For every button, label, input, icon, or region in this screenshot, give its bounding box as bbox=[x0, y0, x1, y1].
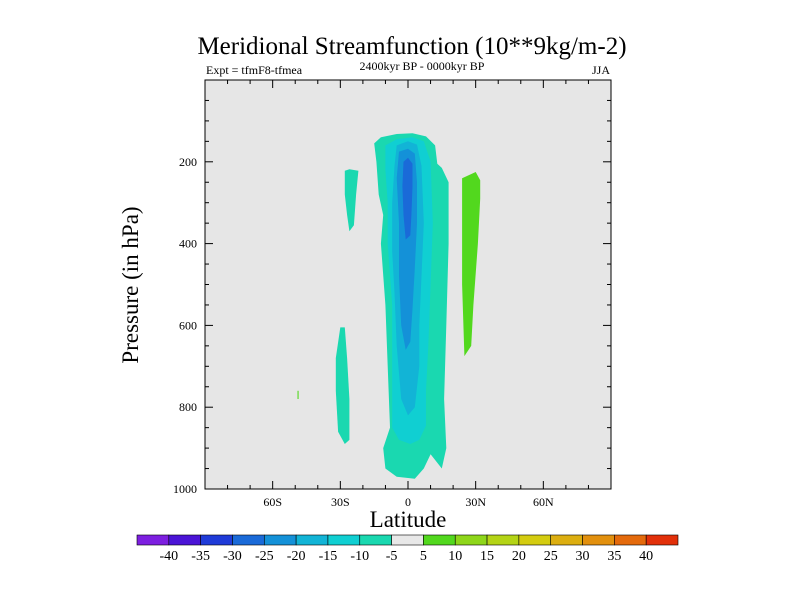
colorbar-swatch bbox=[454, 534, 488, 546]
y-axis-label: Pressure (in hPa) bbox=[118, 206, 143, 363]
colorbar-label: 40 bbox=[639, 549, 653, 564]
y-tick-label: 600 bbox=[179, 318, 197, 332]
x-tick-label: 30S bbox=[331, 495, 350, 509]
colorbar-label: 10 bbox=[448, 549, 462, 564]
colorbar-swatch bbox=[200, 534, 233, 546]
contour-region-6 bbox=[335, 327, 350, 444]
colorbar-label: -35 bbox=[191, 549, 210, 564]
colorbar-label: -30 bbox=[223, 549, 242, 564]
colorbar-label: -10 bbox=[350, 549, 369, 564]
contour-region-4 bbox=[402, 157, 413, 240]
colorbar-label: 15 bbox=[480, 549, 494, 564]
colorbar-swatch bbox=[263, 534, 297, 546]
x-tick-label: 30N bbox=[465, 495, 486, 509]
y-tick-label: 1000 bbox=[173, 482, 197, 496]
colorbar-label: 25 bbox=[544, 549, 558, 564]
colorbar-label: 20 bbox=[512, 549, 526, 564]
colorbar-swatch bbox=[391, 534, 424, 546]
y-tick-label: 800 bbox=[179, 400, 197, 414]
colorbar-swatch bbox=[168, 534, 201, 546]
colorbar-swatch bbox=[423, 534, 456, 546]
colorbar-label: 35 bbox=[607, 549, 621, 564]
x-tick-label: 60S bbox=[263, 495, 282, 509]
axis-ticks: 60S 30S 0 30N 60N 200 400 600 800 1000 bbox=[173, 80, 611, 509]
colorbar-swatch bbox=[582, 534, 615, 546]
chart-title: Meridional Streamfunction (10**9kg/m-2) bbox=[197, 33, 626, 60]
contour-region-7 bbox=[462, 172, 481, 357]
colorbar-label: 30 bbox=[576, 549, 590, 564]
contour-regions bbox=[297, 133, 481, 479]
x-tick-label: 0 bbox=[405, 495, 411, 509]
colorbar-swatch bbox=[136, 534, 170, 546]
y-tick-label: 200 bbox=[179, 155, 197, 169]
y-tick-label: 400 bbox=[179, 237, 197, 251]
colorbar-swatch bbox=[295, 534, 329, 546]
period-label: 2400kyr BP - 0000kyr BP bbox=[360, 59, 485, 73]
colorbar-label: -15 bbox=[319, 549, 338, 564]
season-label: JJA bbox=[592, 63, 610, 77]
colorbar-swatch bbox=[518, 534, 552, 546]
colorbar-swatch bbox=[232, 534, 265, 546]
colorbar-swatch bbox=[614, 534, 647, 546]
colorbar-label: -20 bbox=[287, 549, 306, 564]
colorbar-swatch bbox=[327, 534, 361, 546]
colorbar-swatch bbox=[486, 534, 520, 546]
colorbar-label: -5 bbox=[386, 549, 398, 564]
colorbar-label: -25 bbox=[255, 549, 274, 564]
colorbar-swatch bbox=[359, 534, 392, 546]
x-tick-label: 60N bbox=[533, 495, 554, 509]
experiment-label: Expt = tfmF8-tfmea bbox=[206, 63, 303, 77]
colorbar-label: -40 bbox=[159, 549, 178, 564]
colorbar: -40 -35 -30 -25 -20 -15 -10 -5 5 10 15 20 25 30 35 40 bbox=[136, 534, 679, 564]
colorbar-label: 5 bbox=[420, 549, 427, 564]
colorbar-swatch bbox=[550, 534, 583, 546]
colorbar-swatch bbox=[645, 534, 679, 546]
contour-region-5 bbox=[344, 169, 359, 232]
x-axis-label: Latitude bbox=[370, 507, 447, 532]
contour-region-8 bbox=[297, 390, 299, 399]
